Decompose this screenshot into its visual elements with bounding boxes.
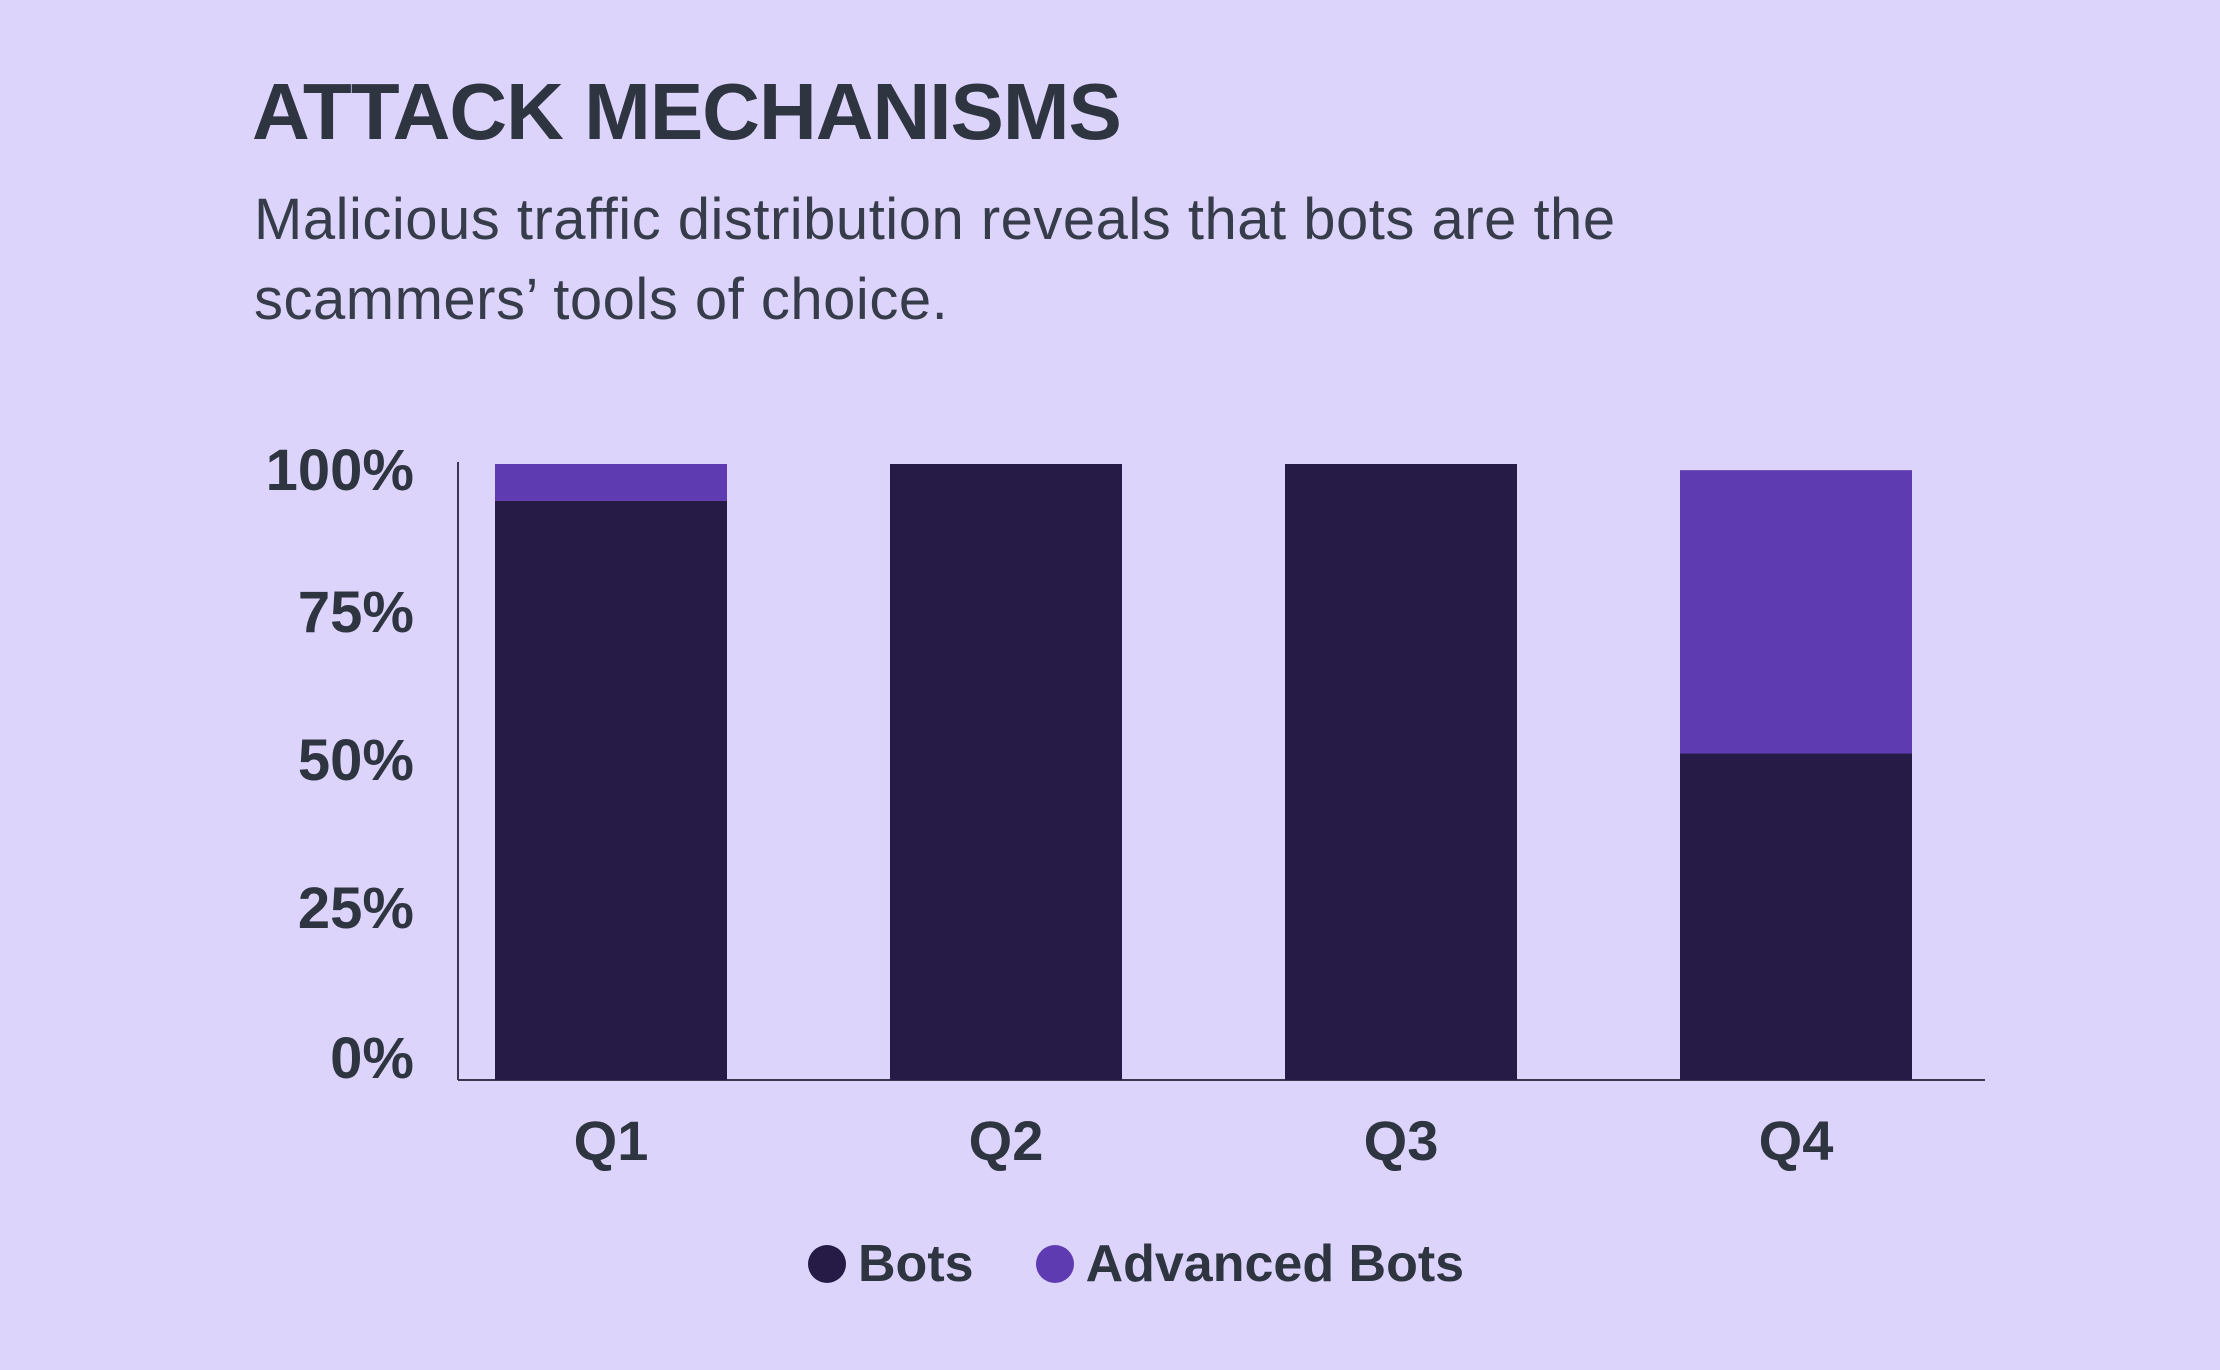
chart-title: ATTACK MECHANISMS — [252, 67, 1122, 156]
bar-bots-q3 — [1285, 464, 1517, 1080]
legend-label-advanced-bots: Advanced Bots — [1085, 1235, 1465, 1293]
y-tick-label-25: 25% — [298, 876, 414, 941]
y-tick-label-50: 50% — [298, 728, 414, 793]
bar-bots-q1 — [495, 500, 727, 1081]
legend-label-bots: Bots — [858, 1235, 974, 1293]
bar-bots-q2 — [890, 464, 1122, 1080]
y-tick-label-100: 100% — [266, 438, 414, 503]
legend-item-bots: Bots — [808, 1234, 974, 1294]
chart-subtitle: Malicious traffic distribution reveals t… — [254, 187, 1616, 332]
legend-item-advanced-bots: Advanced Bots — [1035, 1234, 1465, 1294]
bar-advanced-bots-q1 — [495, 464, 727, 501]
chart-legend: Bots Advanced Bots — [808, 1234, 1526, 1294]
y-tick-label-75: 75% — [298, 580, 414, 645]
x-tick-label-q1: Q1 — [574, 1109, 649, 1172]
legend-swatch-bots — [808, 1245, 846, 1283]
bar-advanced-bots-q4 — [1680, 470, 1912, 754]
x-tick-label-q3: Q3 — [1364, 1109, 1439, 1172]
x-tick-label-q2: Q2 — [969, 1109, 1044, 1172]
x-tick-label-q4: Q4 — [1759, 1109, 1834, 1172]
legend-swatch-advanced-bots — [1035, 1245, 1074, 1283]
bar-bots-q4 — [1680, 753, 1912, 1080]
y-tick-label-0: 0% — [330, 1026, 414, 1091]
